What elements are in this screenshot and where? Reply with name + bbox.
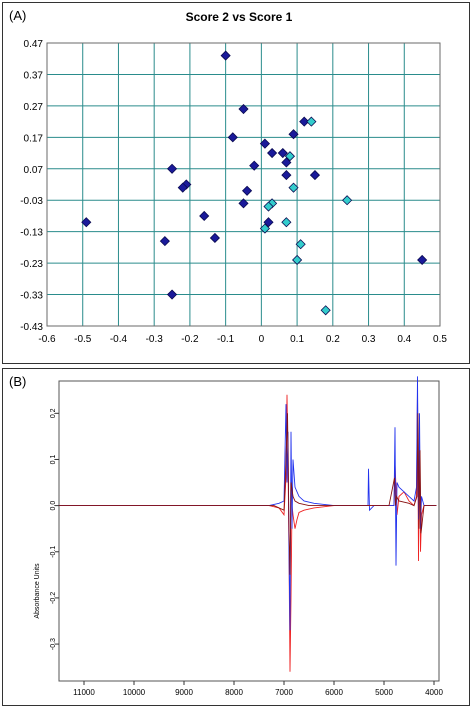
- x-tick-label: 0.1: [290, 334, 304, 345]
- scatter-point-dark: [259, 138, 271, 149]
- y-tick-label: 0.47: [24, 39, 44, 50]
- scatter-point-dark: [309, 170, 321, 181]
- scatter-chart: Score 2 vs Score 1 0.47 0.37 0.27 0.17 0.07 -…: [20, 10, 447, 345]
- x-tick-label: -0.4: [110, 334, 128, 345]
- spectrum-y-ticks: 0.2 0.1 0.0 -0.1 -0.2 -0.3: [50, 408, 59, 650]
- scatter-point-dark: [238, 198, 249, 209]
- panel-a: (A) Score 2 vs Score 1 0.47 0.37 0.27 0.17 0…: [2, 2, 470, 364]
- y-tick-label: -0.33: [20, 291, 43, 302]
- spectrum-frame: [58, 380, 440, 682]
- panel-a-label: (A): [9, 8, 27, 23]
- x-tick-label: 11000: [73, 688, 95, 697]
- scatter-point-light: [306, 116, 317, 127]
- spectrum-chart: 0.2 0.1 0.0 -0.1 -0.2 -0.3 11000 10000 9000 8000…: [34, 376, 443, 697]
- scatter-point-light: [284, 151, 296, 162]
- scatter-grid: [46, 42, 441, 327]
- x-tick-label: -0.5: [74, 334, 92, 345]
- scatter-point-light: [281, 217, 292, 228]
- scatter-title: Score 2 vs Score 1: [186, 10, 293, 24]
- y-tick-label: -0.43: [20, 322, 43, 333]
- scatter-point-dark: [249, 160, 260, 171]
- panel-b-label: (B): [9, 374, 27, 389]
- x-tick-label: 0.2: [326, 334, 340, 345]
- scatter-point-dark: [238, 103, 249, 115]
- scatter-point-dark: [281, 157, 292, 168]
- scatter-y-ticks: 0.47 0.37 0.27 0.17 0.07 -0.03 -0.13 -0.23 -0.33…: [20, 39, 43, 333]
- scatter-point-light: [295, 239, 306, 250]
- scatter-point-dark: [288, 129, 299, 140]
- x-tick-label: 0.4: [397, 334, 411, 345]
- spectrum-x-ticks: 11000 10000 9000 8000 7000 6000 5000 4000: [73, 681, 443, 697]
- scatter-point-dark: [417, 254, 428, 266]
- x-tick-label: -0.1: [217, 334, 235, 345]
- y-tick-label: -0.3: [50, 638, 57, 650]
- x-tick-label: 0.5: [433, 334, 447, 345]
- x-tick-label: 9000: [175, 688, 193, 697]
- spectrum-line-spectrum_red: [59, 390, 437, 672]
- scatter-point-dark: [242, 185, 253, 196]
- y-tick-label: -0.23: [20, 259, 43, 270]
- y-tick-label: 0.1: [50, 454, 57, 464]
- x-tick-label: -0.2: [181, 334, 199, 345]
- scatter-point-dark: [277, 147, 288, 159]
- scatter-point-light: [342, 195, 353, 206]
- scatter-point-dark: [177, 182, 188, 193]
- y-tick-label: 0.2: [50, 408, 57, 418]
- spectrum-lines: [59, 376, 437, 672]
- y-tick-label: 0.17: [24, 133, 44, 144]
- scatter-point-light: [292, 254, 303, 266]
- scatter-point-dark: [299, 116, 310, 127]
- scatter-point-light: [263, 201, 274, 212]
- scatter-point-dark: [199, 210, 210, 222]
- scatter-point-dark: [220, 50, 231, 61]
- spectrum-plot-frame: [58, 380, 440, 682]
- scatter-point-dark: [209, 232, 220, 244]
- scatter-point-dark: [81, 217, 92, 228]
- spectrum-line-spectrum_blue: [59, 376, 437, 631]
- x-tick-label: 7000: [275, 688, 293, 697]
- scatter-x-ticks: -0.6 -0.5 -0.4 -0.3 -0.2 -0.1 0 0.1 0.2 0.3 0.4 0.5: [38, 334, 447, 345]
- x-tick-label: -0.3: [146, 334, 164, 345]
- scatter-point-dark: [263, 217, 274, 228]
- y-tick-label: -0.2: [50, 592, 57, 604]
- x-tick-label: 0.3: [362, 334, 376, 345]
- y-tick-label: -0.13: [20, 228, 43, 239]
- scatter-point-dark: [166, 163, 178, 174]
- panel-b: (B) 0.2 0.1 0.0 -0.1 -0.2 -0.3 11000 10000 9000…: [2, 368, 470, 706]
- x-tick-label: 10000: [123, 688, 146, 697]
- y-tick-label: 0.07: [24, 165, 44, 176]
- x-tick-label: 0: [259, 334, 265, 345]
- scatter-point-light: [259, 223, 271, 234]
- spectrum-y-label: Absorbance Units: [34, 563, 41, 619]
- plot-frame: [46, 42, 441, 327]
- scatter-points: [81, 50, 428, 316]
- scatter-point-light: [320, 305, 331, 316]
- scatter-point-dark: [267, 147, 278, 159]
- x-tick-label: 8000: [225, 688, 243, 697]
- y-tick-label: -0.03: [20, 196, 43, 207]
- x-tick-label: -0.6: [38, 334, 56, 345]
- scatter-point-dark: [159, 236, 170, 247]
- x-tick-label: 4000: [425, 688, 443, 697]
- x-tick-label: 6000: [325, 688, 343, 697]
- scatter-point-dark: [166, 289, 178, 300]
- y-tick-label: 0.27: [24, 102, 44, 113]
- scatter-point-light: [288, 182, 299, 193]
- y-tick-label: -0.1: [50, 546, 57, 558]
- x-tick-label: 5000: [375, 688, 393, 697]
- scatter-point-dark: [281, 170, 292, 181]
- y-tick-label: 0.37: [24, 70, 44, 81]
- spectrum-line-spectrum_darkred: [59, 413, 437, 575]
- scatter-point-dark: [227, 132, 238, 143]
- y-tick-label: 0.0: [50, 501, 57, 511]
